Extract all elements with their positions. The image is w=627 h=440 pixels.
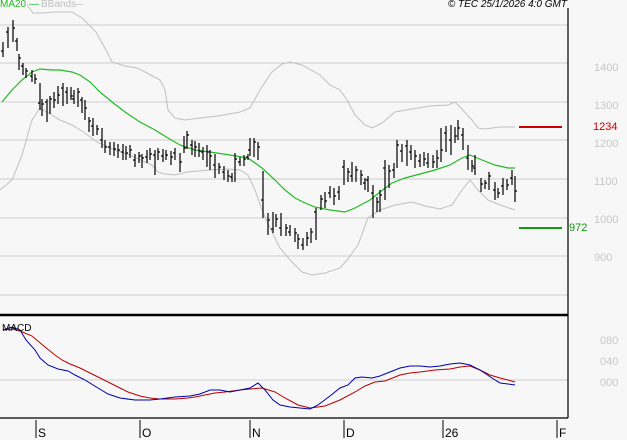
price-label-1300: 1300 bbox=[594, 100, 619, 112]
price-label-1200: 1200 bbox=[594, 138, 619, 150]
legend-bbands: BBands bbox=[41, 0, 77, 10]
macd-line bbox=[2, 326, 516, 410]
bollinger-bands bbox=[0, 4, 516, 276]
resistance-label: 1234 bbox=[593, 121, 618, 133]
time-label-2026: 26 bbox=[445, 426, 459, 440]
price-label-1000: 1000 bbox=[594, 214, 619, 226]
time-label-feb: F bbox=[559, 426, 567, 440]
time-label-sep: S bbox=[38, 426, 47, 440]
legend-bbands-swatch: — bbox=[73, 0, 83, 10]
macd-title: MACD bbox=[2, 323, 32, 334]
price-label-1100: 1100 bbox=[594, 176, 618, 188]
time-label-nov: N bbox=[252, 426, 261, 440]
time-label-dec: D bbox=[346, 426, 355, 440]
legend-ma20-swatch: — bbox=[29, 0, 39, 10]
price-label-900: 900 bbox=[594, 252, 613, 264]
price-label-1400: 1400 bbox=[594, 62, 619, 74]
ohlc-bars bbox=[1, 20, 517, 250]
support-label: 972 bbox=[569, 222, 588, 234]
legend-ma20: MA20 bbox=[0, 0, 27, 10]
macd-label-040: 040 bbox=[600, 356, 619, 368]
macd-label-000: 000 bbox=[600, 377, 619, 389]
time-label-oct: O bbox=[142, 426, 152, 440]
macd-label-080: 080 bbox=[600, 335, 619, 347]
ma20-line bbox=[1, 68, 515, 213]
signal-line bbox=[2, 328, 516, 409]
time-ticks bbox=[35, 420, 558, 438]
copyright-timestamp: © TEC 25/1/2026 4:0 GMT bbox=[447, 0, 567, 10]
